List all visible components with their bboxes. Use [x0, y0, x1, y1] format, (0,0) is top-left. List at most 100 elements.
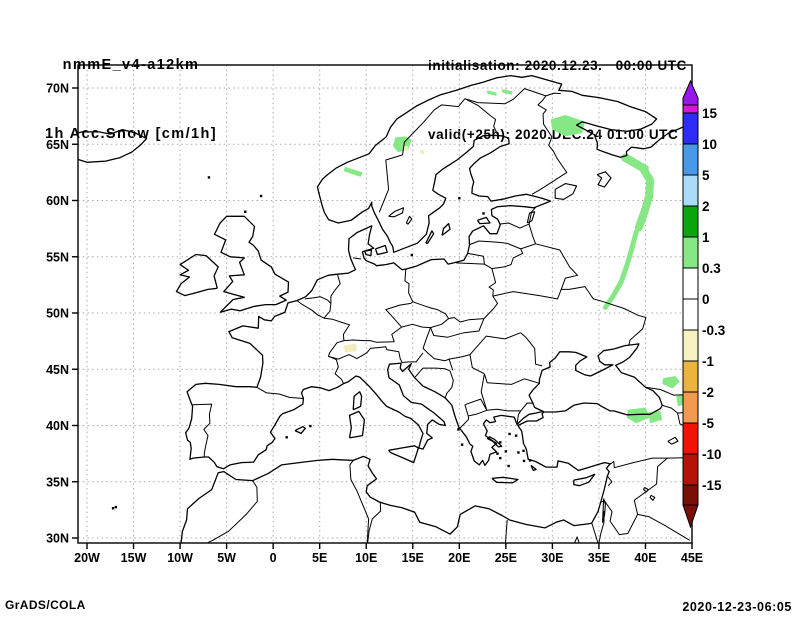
colorbar-segment — [682, 104, 699, 114]
colorbar-top-arrow — [682, 79, 699, 106]
lon-tick-label: 45E — [681, 551, 703, 565]
country-border — [483, 263, 498, 319]
country-border — [458, 404, 470, 430]
map-content — [78, 74, 692, 543]
small-island-dot — [508, 432, 511, 436]
colorbar-tick-label: 1 — [702, 230, 710, 245]
lon-tick-label: 5E — [312, 551, 327, 565]
country-border — [504, 519, 508, 543]
snow-patch — [343, 343, 357, 353]
country-border — [520, 332, 543, 367]
country-border — [535, 243, 578, 290]
country-border — [520, 402, 534, 412]
lat-tick-label: 55N — [46, 250, 69, 264]
colorbar-tick-label: -2 — [702, 385, 714, 400]
country-border — [486, 408, 522, 425]
country-border — [349, 460, 370, 543]
colorbar-segment — [682, 298, 699, 331]
colorbar-tick-label: -5 — [702, 416, 714, 431]
lon-tick-label: 25E — [495, 551, 517, 565]
coastline — [348, 410, 366, 439]
lon-tick-label: 35E — [588, 551, 610, 565]
coastline — [388, 445, 420, 464]
country-border — [591, 523, 599, 543]
country-border — [444, 370, 454, 399]
lat-tick-label: 70N — [46, 82, 69, 96]
colorbar-tick-label: 5 — [702, 168, 710, 183]
country-border — [328, 340, 345, 384]
small-island-dot — [522, 449, 525, 453]
country-border — [296, 300, 350, 341]
country-border — [464, 88, 547, 105]
colorbar-segment — [682, 143, 699, 176]
snow-patch — [420, 149, 425, 155]
country-border — [456, 252, 485, 265]
coastline — [294, 425, 306, 435]
colorbar-tick-label: -15 — [702, 478, 722, 493]
country-border — [192, 403, 213, 457]
country-border — [404, 269, 414, 303]
coastline — [441, 222, 451, 236]
axes — [72, 87, 693, 549]
map-frame — [77, 64, 693, 544]
coastline — [530, 464, 537, 472]
coastline — [364, 249, 373, 257]
snow-patch — [403, 145, 409, 151]
lon-tick-label: 10W — [167, 551, 193, 565]
colorbar-tick-label: 2 — [702, 199, 710, 214]
snow-patch — [602, 229, 639, 310]
country-border — [430, 318, 449, 329]
colorbar-segment — [682, 422, 699, 455]
country-border — [545, 92, 561, 97]
country-border — [378, 98, 466, 213]
colorbar-segment — [682, 267, 699, 300]
country-border — [483, 373, 540, 385]
country-border — [606, 475, 613, 487]
coastline — [78, 128, 148, 163]
country-border — [343, 326, 402, 343]
colorbar-segment — [682, 174, 699, 207]
colorbar-segment — [682, 205, 699, 238]
country-border — [464, 398, 488, 411]
snow-patch — [550, 115, 585, 137]
country-border — [410, 301, 485, 323]
small-island-dot — [507, 464, 510, 468]
lat-tick-label: 50N — [46, 307, 69, 321]
lon-tick-label: 0 — [270, 551, 277, 565]
coastline — [180, 74, 692, 543]
colorbar-segment — [682, 329, 699, 362]
country-border — [328, 346, 403, 363]
colorbar-tick-label: -0.3 — [702, 323, 726, 338]
coastline — [213, 215, 290, 314]
title-block: nmmE_v4-a12km 1h Acc.Snow [cm/1h] — [28, 8, 234, 192]
country-border — [206, 480, 258, 543]
snow-patch — [624, 154, 649, 171]
coastline — [352, 391, 363, 411]
snow-patch — [487, 90, 497, 96]
lat-tick-label: 35N — [46, 475, 69, 489]
country-border — [531, 95, 568, 195]
country-border — [633, 457, 668, 515]
colorbar-tick-label: 0 — [702, 292, 710, 307]
country-border — [468, 409, 487, 417]
colorbar-segment — [682, 453, 699, 486]
country-border — [256, 386, 304, 399]
coastline — [374, 244, 388, 256]
country-border — [367, 501, 382, 543]
country-border — [385, 302, 411, 328]
country-border — [422, 332, 521, 362]
country-border — [330, 274, 341, 304]
country-border — [353, 257, 362, 260]
small-island-dot — [207, 176, 211, 179]
snow-patch — [626, 407, 651, 424]
snow-patch — [648, 410, 663, 424]
creation-timestamp: 2020-12-23-06:05 — [682, 600, 792, 614]
country-border — [401, 323, 431, 349]
small-island-dot — [458, 197, 461, 200]
lat-tick-label: 40N — [46, 419, 69, 433]
country-border — [468, 240, 521, 250]
lake-outline — [405, 215, 413, 225]
lat-tick-label: 65N — [46, 138, 69, 152]
lon-tick-label: 15E — [402, 551, 424, 565]
lon-tick-label: 15W — [121, 551, 147, 565]
